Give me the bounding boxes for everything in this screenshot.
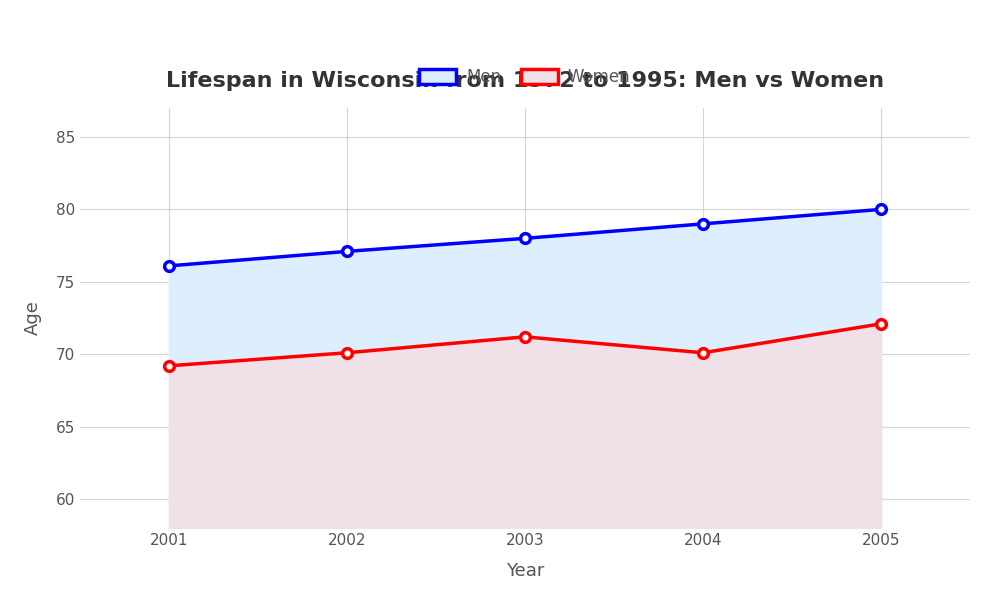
X-axis label: Year: Year <box>506 562 544 580</box>
Y-axis label: Age: Age <box>24 301 42 335</box>
Title: Lifespan in Wisconsin from 1972 to 1995: Men vs Women: Lifespan in Wisconsin from 1972 to 1995:… <box>166 71 884 91</box>
Legend: Men, Women: Men, Women <box>413 62 637 93</box>
